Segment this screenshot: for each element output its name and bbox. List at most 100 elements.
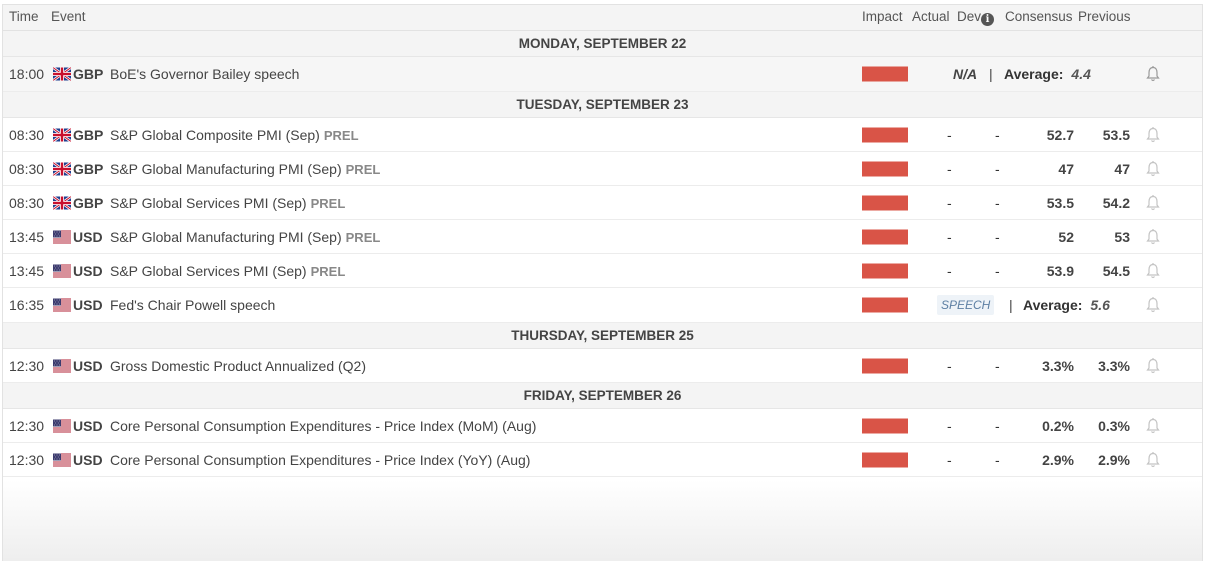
- event-title[interactable]: Core Personal Consumption Expenditures -…: [110, 417, 537, 434]
- previous-value: 53: [1114, 228, 1130, 245]
- event-name[interactable]: S&P Global Services PMI (Sep) PREL: [110, 263, 345, 279]
- bell-icon[interactable]: [1145, 297, 1161, 314]
- impact-bar: [862, 418, 908, 433]
- flag-gb-icon: [52, 66, 72, 82]
- actual-value: -: [947, 160, 952, 177]
- event-time: 12:30: [9, 417, 45, 434]
- average-value: 4.4: [1071, 66, 1091, 82]
- deviation-value: -: [995, 194, 1000, 211]
- flag-us-icon: [53, 359, 71, 372]
- consensus-value: 3.3%: [1042, 357, 1074, 374]
- col-impact[interactable]: Impact: [862, 9, 903, 24]
- bell-icon[interactable]: [1145, 357, 1161, 374]
- average-value: 5.6: [1090, 297, 1110, 313]
- separator: |: [1009, 297, 1013, 313]
- event-time: 12:30: [9, 357, 45, 374]
- event-name[interactable]: S&P Global Services PMI (Sep) PREL: [110, 195, 345, 211]
- info-icon[interactable]: i: [981, 13, 995, 26]
- event-title[interactable]: BoE's Governor Bailey speech: [110, 66, 300, 82]
- flag-us-icon: [53, 298, 71, 312]
- impact-bar: [862, 452, 908, 467]
- event-title[interactable]: S&P Global Services PMI (Sep): [110, 194, 307, 211]
- event-tag: PREL: [310, 263, 346, 279]
- event-time: 08:30: [9, 160, 45, 177]
- event-name[interactable]: Core Personal Consumption Expenditures -…: [110, 452, 530, 468]
- actual-value: -: [947, 451, 952, 468]
- event-name[interactable]: Gross Domestic Product Annualized (Q2): [110, 358, 366, 374]
- col-time[interactable]: Time: [9, 9, 39, 24]
- event-time: 12:30: [9, 451, 45, 468]
- bell-icon[interactable]: [1145, 66, 1161, 83]
- event-name[interactable]: Core Personal Consumption Expenditures -…: [110, 418, 536, 434]
- col-consensus[interactable]: Consensus: [1005, 9, 1073, 24]
- event-row[interactable]: 18:00 GBP BoE's Governor Bailey speech N/A |…: [3, 57, 1202, 92]
- bell-icon[interactable]: [1145, 194, 1161, 211]
- impact-bar: [862, 358, 908, 373]
- event-name[interactable]: S&P Global Manufacturing PMI (Sep) PREL: [110, 229, 380, 245]
- col-dev[interactable]: Dev i: [957, 9, 995, 26]
- event-row[interactable]: 13:45 USD S&P Global Manufacturing PMI (Se…: [3, 220, 1202, 254]
- bell-icon[interactable]: [1145, 451, 1161, 468]
- flag-us-icon: [53, 419, 71, 432]
- bell-icon[interactable]: [1145, 262, 1161, 279]
- event-row[interactable]: 12:30 USD Gross Domestic Product Annualize…: [3, 349, 1202, 383]
- actual-value: -: [947, 262, 952, 279]
- event-name[interactable]: S&P Global Composite PMI (Sep) PREL: [110, 127, 359, 143]
- event-title[interactable]: S&P Global Manufacturing PMI (Sep): [110, 228, 342, 245]
- actual-value: -: [947, 194, 952, 211]
- event-row[interactable]: 08:30 GBP S&P Global Manufacturing PMI (Se…: [3, 152, 1202, 186]
- event-name[interactable]: BoE's Governor Bailey speech: [110, 66, 299, 82]
- day-header: MONDAY, SEPTEMBER 22: [3, 31, 1202, 57]
- event-name[interactable]: S&P Global Manufacturing PMI (Sep) PREL: [110, 161, 380, 177]
- previous-value: 47: [1114, 160, 1130, 177]
- col-dev-label: Dev: [957, 9, 982, 24]
- average-forecast: Average: 4.4: [1004, 66, 1091, 82]
- flag-gb-icon: [52, 194, 72, 211]
- event-row[interactable]: 16:35 USD Fed's Chair Powell speech SPEECH |…: [3, 288, 1202, 323]
- event-title[interactable]: Fed's Chair Powell speech: [110, 297, 276, 313]
- average-forecast: Average: 5.6: [1023, 297, 1110, 313]
- col-event[interactable]: Event: [51, 9, 86, 24]
- event-title[interactable]: Core Personal Consumption Expenditures -…: [110, 451, 531, 468]
- previous-value: 54.2: [1102, 194, 1130, 211]
- event-time: 13:45: [9, 262, 45, 279]
- event-tag: PREL: [323, 127, 359, 143]
- average-label: Average:: [1023, 297, 1083, 313]
- day-header: TUESDAY, SEPTEMBER 23: [3, 92, 1202, 118]
- actual-value: -: [947, 357, 952, 374]
- bell-icon[interactable]: [1145, 160, 1161, 177]
- footer-area: [3, 480, 1202, 561]
- speech-badge: SPEECH: [937, 295, 995, 315]
- event-row[interactable]: 13:45 USD S&P Global Services PMI (Sep) PRE…: [3, 254, 1202, 288]
- event-title[interactable]: S&P Global Services PMI (Sep): [110, 262, 307, 279]
- col-actual[interactable]: Actual: [912, 9, 950, 24]
- event-row[interactable]: 12:30 USD Core Personal Consumption Expend…: [3, 409, 1202, 443]
- deviation-value: -: [995, 262, 1000, 279]
- deviation-value: -: [995, 357, 1000, 374]
- event-currency: USD: [73, 451, 103, 468]
- event-title[interactable]: S&P Global Composite PMI (Sep): [110, 126, 320, 143]
- deviation-value: -: [995, 228, 1000, 245]
- table-header: Time Event Impact Actual Dev i Consensus…: [3, 5, 1202, 31]
- event-currency: USD: [73, 297, 103, 313]
- flag-gb-icon: [52, 126, 72, 143]
- event-title[interactable]: S&P Global Manufacturing PMI (Sep): [110, 160, 342, 177]
- event-title[interactable]: Gross Domestic Product Annualized (Q2): [110, 357, 366, 374]
- consensus-value: 53.9: [1046, 262, 1074, 279]
- consensus-value: 47: [1058, 160, 1074, 177]
- col-previous[interactable]: Previous: [1078, 9, 1131, 24]
- event-row[interactable]: 08:30 GBP S&P Global Services PMI (Sep) PRE…: [3, 186, 1202, 220]
- bell-icon[interactable]: [1145, 126, 1161, 143]
- previous-value: 54.5: [1102, 262, 1130, 279]
- calendar-body: MONDAY, SEPTEMBER 22 18:00 GBP BoE's Govern…: [3, 31, 1202, 477]
- event-row[interactable]: 08:30 GBP S&P Global Composite PMI (Sep) PR…: [3, 118, 1202, 152]
- impact-bar: [862, 66, 908, 82]
- impact-bar: [862, 161, 908, 176]
- bell-icon[interactable]: [1145, 228, 1161, 245]
- previous-value: 2.9%: [1098, 451, 1130, 468]
- bell-icon[interactable]: [1145, 417, 1161, 434]
- deviation-value: -: [995, 126, 1000, 143]
- event-currency: GBP: [73, 66, 104, 82]
- event-row[interactable]: 12:30 USD Core Personal Consumption Expend…: [3, 443, 1202, 477]
- event-name[interactable]: Fed's Chair Powell speech: [110, 297, 275, 313]
